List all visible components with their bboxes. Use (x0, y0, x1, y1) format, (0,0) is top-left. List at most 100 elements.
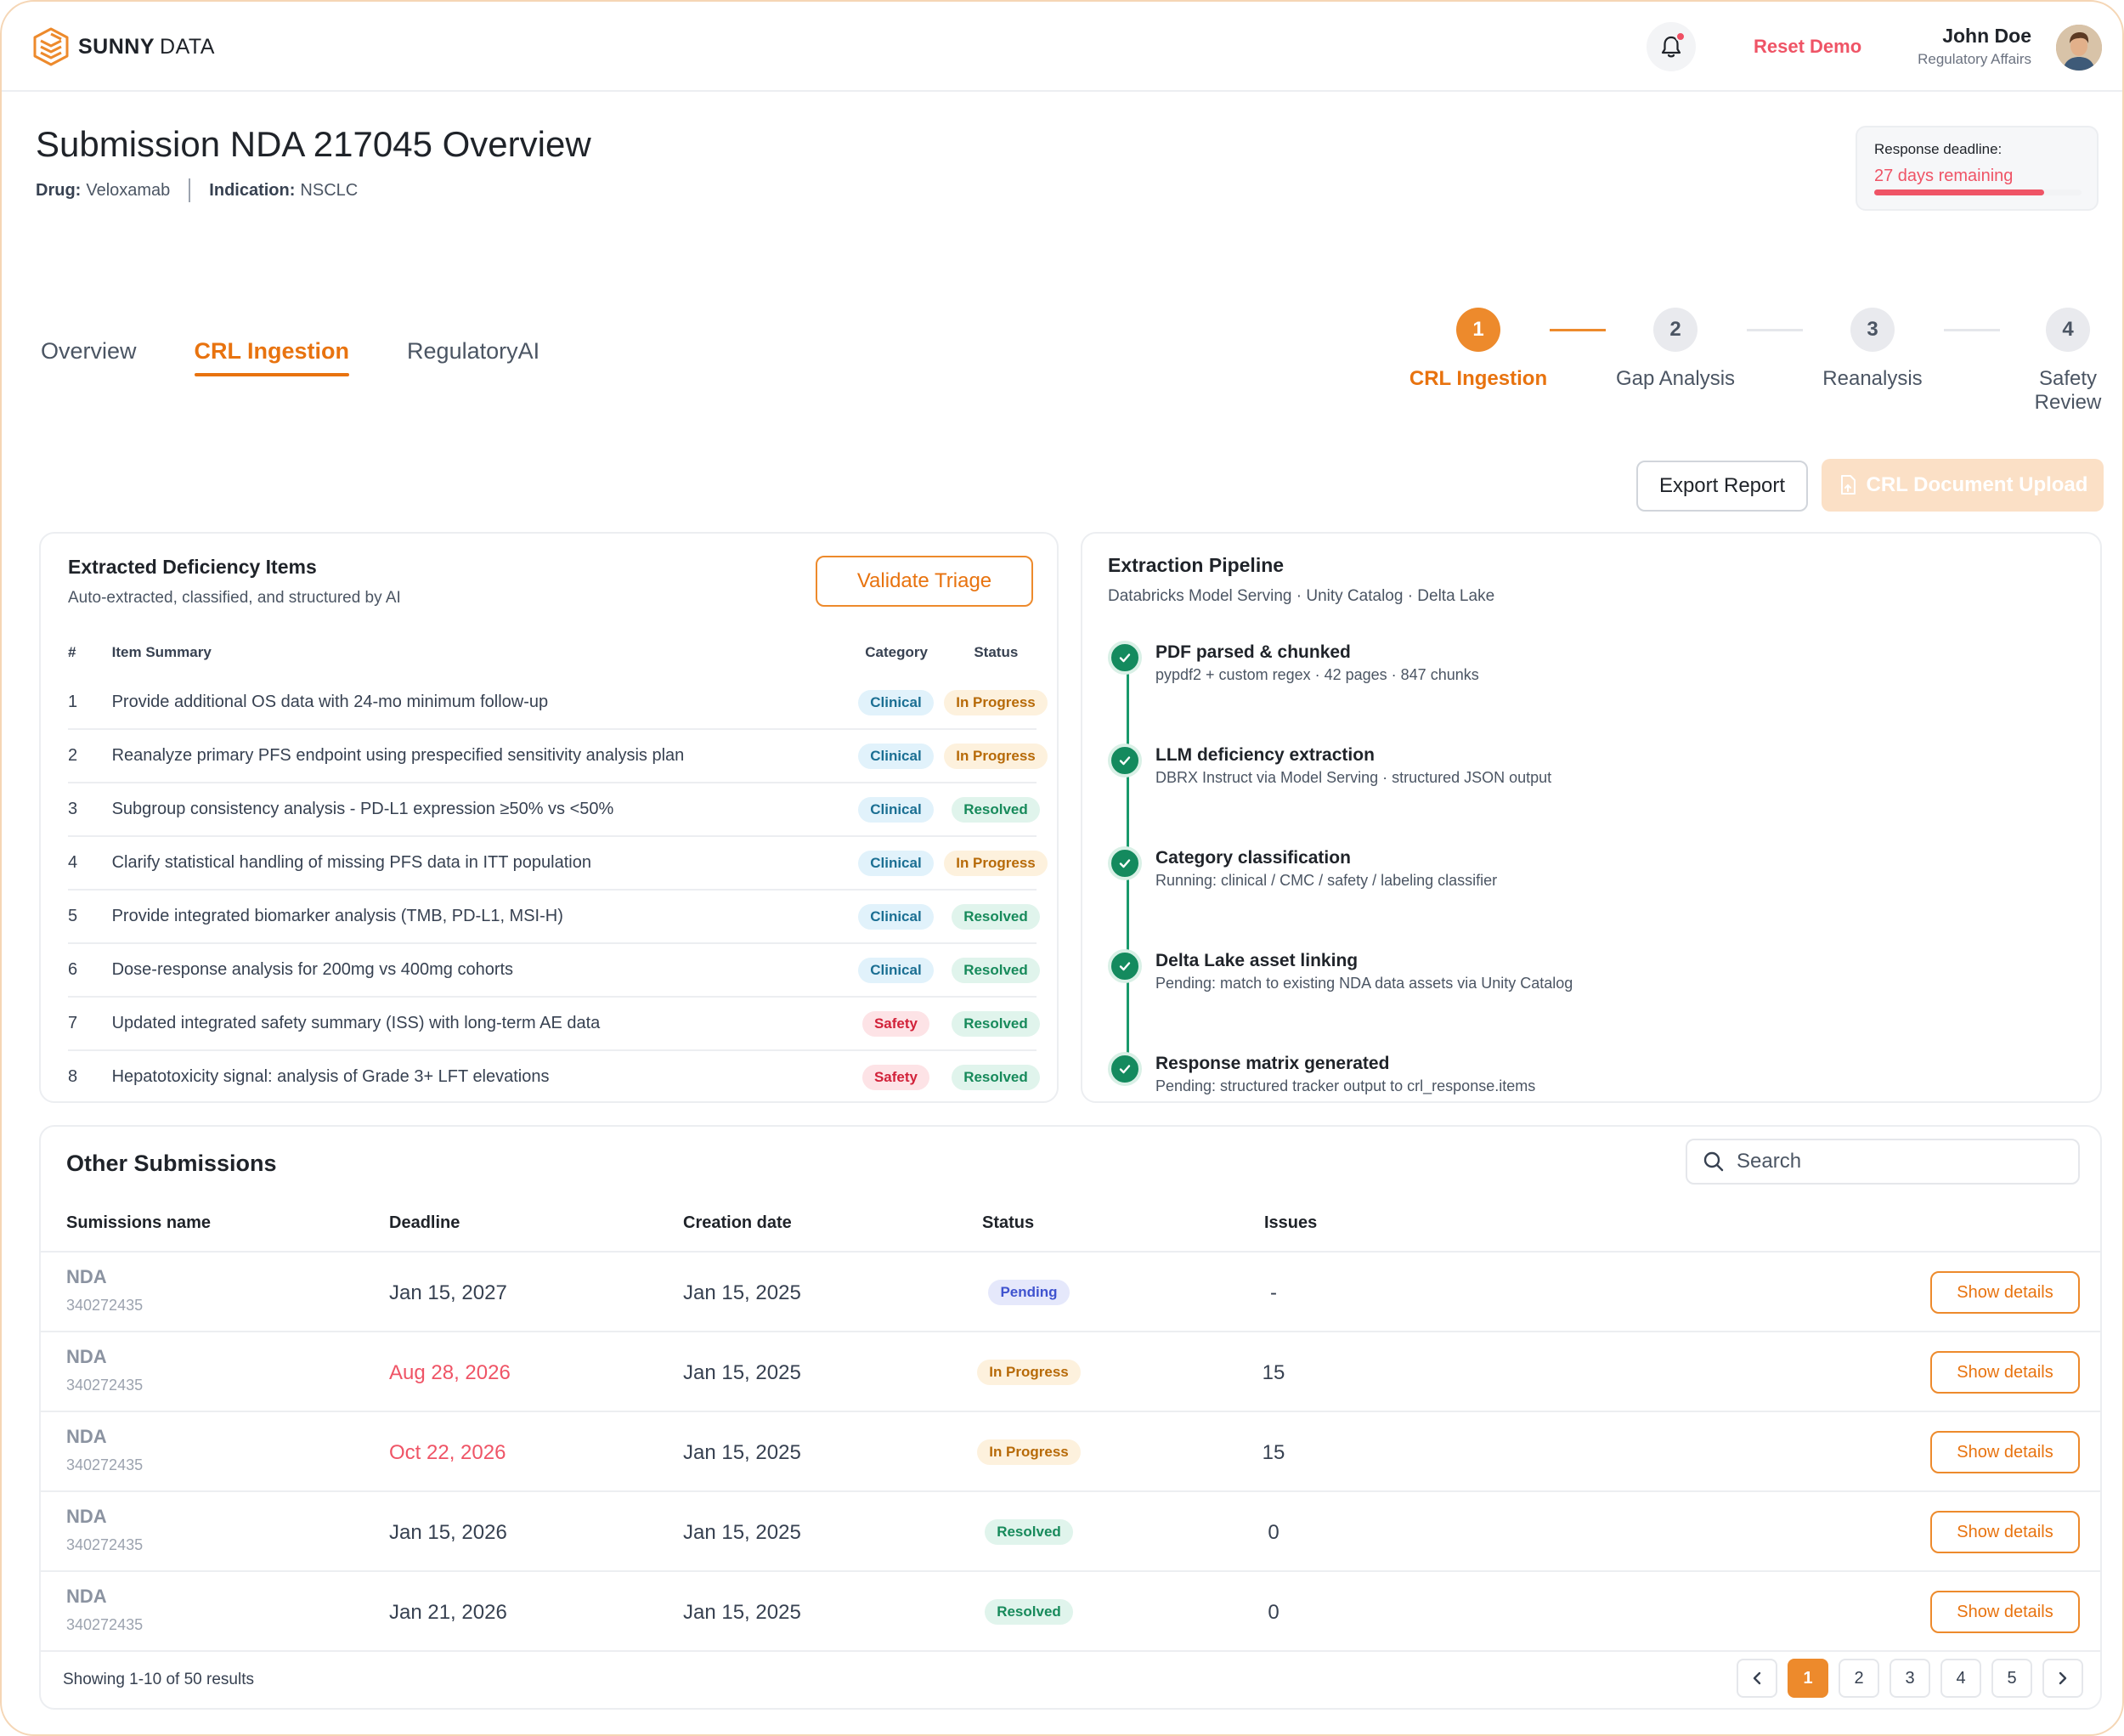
step-reanalysis[interactable]: 3 Reanalysis (1779, 308, 1966, 391)
issues-count: 0 (1268, 1601, 1279, 1624)
section-tabs: Overview CRL Ingestion RegulatoryAI (41, 338, 597, 376)
page-button-2[interactable]: 2 (1839, 1659, 1879, 1698)
deficiency-items-card: Extracted Deficiency Items Auto-extracte… (39, 532, 1059, 1103)
submission-id: 340272435 (66, 1536, 144, 1553)
other-submissions-card: Other Submissions Sumissions name Deadli… (39, 1125, 2102, 1710)
page-button-1[interactable]: 1 (1788, 1659, 1828, 1698)
category-cell: Safety (844, 1010, 948, 1037)
search-icon (1703, 1151, 1724, 1172)
table-row: NDA 340272435 Aug 28, 2026 Jan 15, 2025 In P… (41, 1332, 2100, 1412)
show-details-button[interactable]: Show details (1930, 1591, 2080, 1633)
upload-label: CRL Document Upload (1866, 473, 2088, 496)
status-cell: Pending (974, 1280, 1084, 1305)
submission-creation-date: Jan 15, 2025 (683, 1281, 801, 1304)
tab-regulatoryai[interactable]: RegulatoryAI (407, 338, 540, 364)
table-row[interactable]: 5 Provide integrated biomarker analysis (… (68, 891, 1040, 944)
status-cell: Resolved (952, 903, 1040, 930)
submission-deadline: Aug 28, 2026 (389, 1361, 511, 1384)
page-button-4[interactable]: 4 (1940, 1659, 1981, 1698)
issues-count: 0 (1268, 1521, 1279, 1544)
item-summary: Subgroup consistency analysis - PD-L1 ex… (111, 800, 614, 818)
tab-overview[interactable]: Overview (41, 338, 137, 364)
status-badge: In Progress (944, 743, 1048, 769)
indication-value: NSCLC (300, 180, 359, 200)
search-box[interactable] (1686, 1139, 2080, 1185)
item-summary: Provide integrated biomarker analysis (T… (111, 907, 563, 925)
col-summary: Item Summary (111, 644, 212, 660)
col-number: # (68, 644, 76, 660)
item-summary: Provide additional OS data with 24-mo mi… (111, 693, 549, 711)
status-badge: Resolved (952, 957, 1040, 983)
status-cell: In Progress (974, 1439, 1084, 1465)
row-number: 5 (68, 907, 78, 925)
row-number: 4 (68, 853, 78, 872)
chevron-right-icon (2059, 1671, 2067, 1685)
step-number: 2 (1653, 308, 1698, 352)
pipeline-step-title: LLM deficiency extraction (1155, 745, 1375, 765)
validate-triage-button[interactable]: Validate Triage (816, 556, 1033, 607)
pipeline-step: LLM deficiency extraction DBRX Instruct v… (1108, 744, 1551, 787)
pipeline-step: Delta Lake asset linking Pending: match t… (1108, 949, 1573, 992)
tab-crl-ingestion[interactable]: CRL Ingestion (194, 338, 349, 376)
next-page-button[interactable] (2042, 1659, 2083, 1698)
avatar[interactable] (2056, 25, 2102, 71)
table-row[interactable]: 6 Dose-response analysis for 200mg vs 400… (68, 944, 1040, 998)
issues-count: 15 (1262, 1361, 1285, 1384)
check-icon (1108, 1052, 1142, 1086)
pipeline-step-detail: pypdf2 + custom regex · 42 pages · 847 c… (1155, 666, 1479, 683)
step-label: CRL Ingestion (1409, 367, 1548, 390)
check-icon (1108, 744, 1142, 778)
drug-value: Veloxamab (86, 180, 171, 200)
logo[interactable]: SUNNY DATA (32, 26, 215, 67)
notifications-button[interactable] (1647, 22, 1696, 71)
submission-name: NDA (66, 1586, 107, 1607)
category-badge: Clinical (858, 850, 934, 876)
table-row[interactable]: 3 Subgroup consistency analysis - PD-L1 e… (68, 783, 1040, 837)
submission-creation-date: Jan 15, 2025 (683, 1361, 801, 1384)
submission-creation-date: Jan 15, 2025 (683, 1521, 801, 1544)
table-row: NDA 340272435 Jan 15, 2026 Jan 15, 2025 Reso… (41, 1492, 2100, 1572)
status-badge: Resolved (952, 1010, 1040, 1037)
reset-demo-link[interactable]: Reset Demo (1754, 36, 1862, 57)
step-label: Gap Analysis (1615, 367, 1736, 390)
table-header-divider (41, 1251, 2100, 1253)
pipeline-step: PDF parsed & chunked pypdf2 + custom rege… (1108, 641, 1479, 684)
item-summary: Dose-response analysis for 200mg vs 400m… (111, 960, 514, 979)
step-crl-ingestion[interactable]: 1 CRL Ingestion (1385, 308, 1572, 391)
col-deadline: Deadline (389, 1213, 460, 1232)
table-row[interactable]: 2 Reanalyze primary PFS endpoint using pr… (68, 730, 1048, 783)
meta-divider (189, 178, 191, 202)
bell-icon (1661, 36, 1681, 58)
status-cell: Resolved (952, 957, 1040, 983)
table-row[interactable]: 1 Provide additional OS data with 24-mo m… (68, 676, 1048, 730)
submission-name: NDA (66, 1346, 107, 1367)
category-cell: Clinical (844, 743, 948, 769)
table-row[interactable]: 4 Clarify statistical handling of missing… (68, 837, 1048, 891)
crl-document-upload-button[interactable]: CRL Document Upload (1822, 459, 2104, 512)
show-details-button[interactable]: Show details (1930, 1271, 2080, 1314)
search-input[interactable] (1737, 1150, 2059, 1173)
show-details-button[interactable]: Show details (1930, 1431, 2080, 1473)
table-row[interactable]: 8 Hepatotoxicity signal: analysis of Grad… (68, 1051, 1040, 1101)
col-submission-name: Sumissions name (66, 1213, 212, 1232)
step-gap-analysis[interactable]: 2 Gap Analysis (1582, 308, 1769, 391)
page-button-3[interactable]: 3 (1890, 1659, 1930, 1698)
export-report-button[interactable]: Export Report (1636, 461, 1808, 512)
show-details-button[interactable]: Show details (1930, 1511, 2080, 1553)
page-button-5[interactable]: 5 (1991, 1659, 2032, 1698)
pipeline-step-detail: Pending: structured tracker output to cr… (1155, 1077, 1536, 1094)
item-summary: Clarify statistical handling of missing … (111, 853, 591, 872)
table-row: NDA 340272435 Jan 15, 2027 Jan 15, 2025 Pend… (41, 1253, 2100, 1332)
step-label: Reanalysis (1822, 367, 1923, 390)
check-icon (1108, 949, 1142, 983)
status-badge: In Progress (944, 689, 1048, 715)
step-safety-review[interactable]: 4 Safety Review (2020, 308, 2116, 415)
logo-light-text: DATA (160, 34, 215, 59)
show-details-button[interactable]: Show details (1930, 1351, 2080, 1394)
row-number: 8 (68, 1067, 78, 1086)
avatar-image (2056, 25, 2102, 71)
row-number: 1 (68, 693, 78, 711)
previous-page-button[interactable] (1737, 1659, 1777, 1698)
table-row[interactable]: 7 Updated integrated safety summary (ISS)… (68, 998, 1040, 1051)
